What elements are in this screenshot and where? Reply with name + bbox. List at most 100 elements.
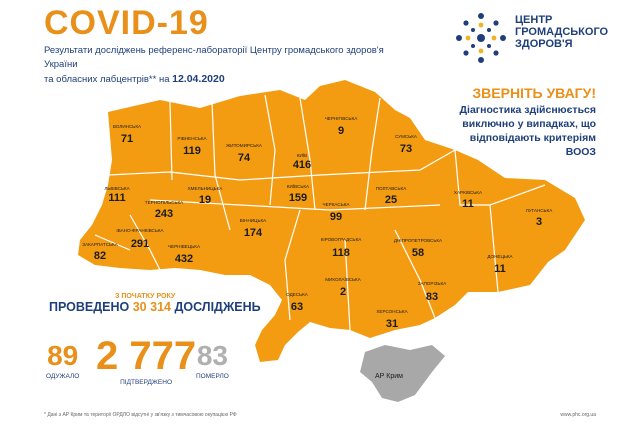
tests-count: 30 314 (132, 300, 171, 314)
region-zhytomyr: Житомирська 74 (226, 143, 263, 164)
region-labels: Волинська 71 Рівненська 119 Житомирська … (82, 116, 553, 330)
region-luhansk: Луганська 3 (526, 208, 554, 228)
svg-text:Луганська: Луганська (526, 208, 554, 213)
region-borders (94, 94, 546, 331)
region-kherson: Херсонська 31 (376, 309, 408, 330)
svg-text:243: 243 (155, 208, 173, 220)
stat-confirmed-value: 2 777 (96, 334, 197, 378)
svg-text:432: 432 (175, 253, 193, 265)
alert-title: ЗВЕРНІТЬ УВАГУ! (472, 85, 596, 101)
tests-suffix: ДОСЛІДЖЕНЬ (174, 300, 261, 314)
region-odesa: Одеська 63 (286, 292, 309, 313)
svg-text:Запорізька: Запорізька (418, 281, 447, 286)
region-dnipropetrovsk: Дніпропетровська 58 (394, 238, 443, 259)
region-donetsk: Донецька 11 (487, 254, 513, 275)
region-cherkasy: Черкаська 99 (323, 202, 351, 223)
svg-text:Донецька: Донецька (487, 254, 513, 259)
region-kirovohrad: Кіровоградська 118 (321, 237, 363, 259)
svg-text:74: 74 (238, 152, 251, 164)
svg-text:11: 11 (494, 263, 506, 275)
footer-note: * Дані з АР Крим та території ОРДЛО відс… (44, 412, 237, 418)
svg-text:119: 119 (183, 145, 201, 157)
svg-text:Вінницька: Вінницька (240, 218, 267, 223)
region-kyiv-oblast: Київська 159 (287, 183, 310, 204)
region-lviv: Львівська 111 (104, 186, 130, 204)
region-sumy: Сумська 73 (395, 134, 418, 155)
stat-deaths-value: 83 (196, 340, 228, 371)
svg-text:Черкаська: Черкаська (323, 202, 351, 207)
svg-text:Херсонська: Херсонська (376, 309, 408, 314)
snowflake-dots-icon (456, 13, 506, 63)
stat-confirmed: 2 777 ПІДТВЕРДЖЕНО (96, 336, 196, 386)
svg-text:174: 174 (244, 227, 263, 239)
svg-text:Рівненська: Рівненська (177, 136, 207, 141)
region-khmelnytskyi: Хмельницька 19 (188, 186, 224, 206)
region-vinnytsia: Вінницька 174 (240, 218, 267, 239)
svg-text:118: 118 (332, 247, 350, 259)
svg-text:Миколаївська: Миколаївська (325, 276, 362, 282)
subtitle-line-1: Результати досліджень референс-лаборатор… (44, 45, 384, 70)
svg-text:291: 291 (131, 238, 149, 250)
stat-confirmed-label: ПІДТВЕРДЖЕНО (120, 379, 173, 386)
region-ternopil: Тернопільська 243 (145, 200, 184, 220)
svg-text:Тернопільська: Тернопільська (145, 200, 184, 205)
svg-text:Львівська: Львівська (104, 186, 130, 191)
region-kyiv-city: Київ 416 (293, 152, 311, 171)
stat-recovered-value: 89 (47, 340, 79, 371)
svg-text:58: 58 (412, 247, 424, 259)
region-poltava: Полтавська 25 (376, 186, 407, 206)
region-chernihiv: Чернігівська 9 (325, 116, 358, 137)
svg-text:3: 3 (536, 216, 542, 228)
svg-text:19: 19 (199, 194, 211, 206)
svg-text:Чернігівська: Чернігівська (325, 116, 358, 121)
tests-prefix: ПРОВЕДЕНО (49, 300, 130, 314)
svg-text:111: 111 (108, 192, 125, 204)
svg-text:Закарпатська: Закарпатська (82, 242, 118, 247)
page-title: COVID-19 (44, 4, 209, 42)
svg-text:416: 416 (293, 159, 311, 171)
ukraine-outline (78, 80, 585, 362)
region-volyn: Волинська 71 (113, 124, 142, 145)
svg-text:Кіровоградська: Кіровоградська (321, 237, 363, 242)
svg-text:Київська: Київська (287, 183, 310, 189)
footer-url[interactable]: www.phc.org.ua (560, 412, 596, 418)
svg-text:Хмельницька: Хмельницька (188, 186, 224, 191)
region-zakarpattia: Закарпатська 82 (82, 242, 118, 262)
svg-text:Дніпропетровська: Дніпропетровська (394, 238, 443, 243)
alert-box: ЗВЕРНІТЬ УВАГУ! Діагностика здійснюється… (446, 85, 596, 159)
svg-text:83: 83 (426, 291, 438, 303)
svg-text:73: 73 (400, 143, 412, 155)
page-subtitle: Результати досліджень референс-лаборатор… (44, 44, 404, 87)
subtitle-line-2: та обласних лабцентрів** на (44, 74, 170, 85)
stat-deaths-label: ПОМЕРЛО (196, 373, 229, 380)
svg-text:Житомирська: Житомирська (226, 143, 263, 148)
region-ivano-frankivsk: Івано-Франківська 291 (116, 228, 164, 250)
tests-summary: ПРОВЕДЕНО 30 314 ДОСЛІДЖЕНЬ (49, 300, 261, 314)
stat-recovered: 89 ОДУЖАЛО (46, 340, 80, 381)
svg-text:Одеська: Одеська (286, 292, 309, 297)
region-rivne: Рівненська 119 (177, 136, 207, 157)
svg-text:31: 31 (386, 318, 398, 330)
svg-text:71: 71 (121, 133, 133, 145)
svg-text:Полтавська: Полтавська (376, 186, 407, 191)
stat-deaths: 83 ПОМЕРЛО (196, 340, 229, 381)
svg-text:Івано-Франківська: Івано-Франківська (116, 228, 164, 233)
since-year-label: З ПОЧАТКУ РОКУ (115, 293, 176, 300)
svg-text:Чернівецька: Чернівецька (168, 244, 201, 249)
logo-text: ЦЕНТР ГРОМАДСЬКОГО ЗДОРОВ'Я (515, 14, 609, 50)
svg-text:159: 159 (289, 192, 307, 204)
crimea-region (360, 345, 445, 402)
svg-text:99: 99 (330, 211, 342, 223)
region-zaporizhzhia: Запорізька 83 (418, 281, 447, 303)
region-mykolaiv: Миколаївська 2 (325, 276, 362, 298)
stat-recovered-label: ОДУЖАЛО (46, 373, 80, 380)
svg-text:25: 25 (385, 194, 397, 206)
svg-text:9: 9 (338, 125, 344, 137)
crimea-label: АР Крим (375, 373, 403, 380)
svg-text:Харківська: Харківська (454, 190, 483, 195)
svg-text:Волинська: Волинська (113, 124, 142, 129)
region-kharkiv: Харківська 11 (454, 190, 483, 210)
svg-text:82: 82 (94, 250, 106, 262)
svg-text:Сумська: Сумська (395, 134, 418, 139)
